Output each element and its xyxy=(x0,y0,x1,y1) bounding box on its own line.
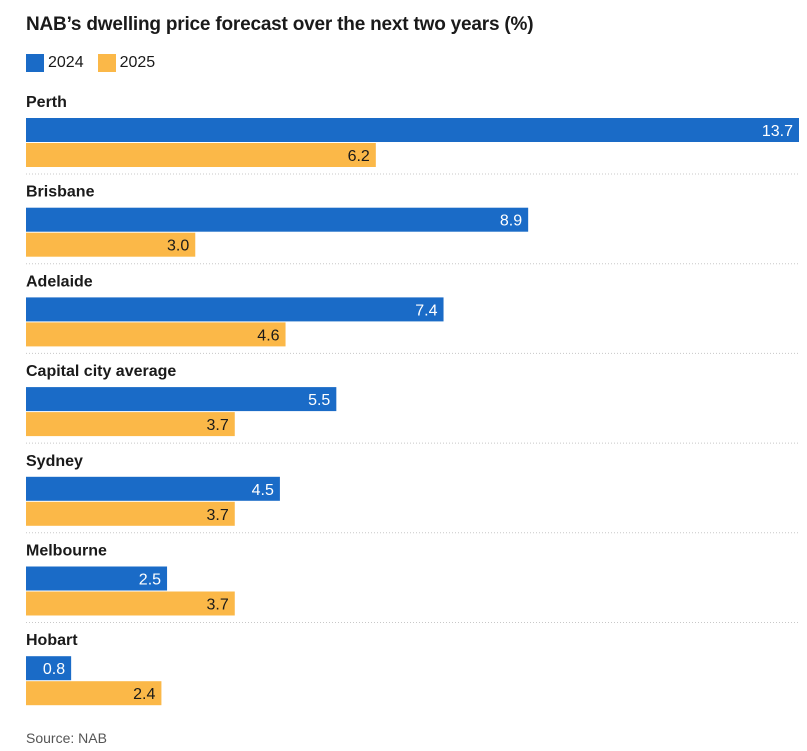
value-label-2024-adelaide: 7.4 xyxy=(415,302,437,319)
bar-2025-capital-city-average xyxy=(26,412,235,437)
bar-2025-melbourne xyxy=(26,591,235,616)
bar-2024-capital-city-average xyxy=(26,387,337,412)
value-label-2025-capital-city-average: 3.7 xyxy=(207,417,229,434)
bar-2025-perth xyxy=(26,143,376,167)
value-label-2025-sydney: 3.7 xyxy=(207,507,229,524)
value-label-2024-brisbane: 8.9 xyxy=(500,213,522,230)
category-label-adelaide: Adelaide xyxy=(26,273,93,290)
category-label-perth: Perth xyxy=(26,94,67,111)
legend-swatch-2025 xyxy=(97,54,116,72)
value-label-2024-hobart: 0.8 xyxy=(43,661,65,678)
chart-title: NAB’s dwelling price forecast over the n… xyxy=(26,14,534,35)
category-label-sydney: Sydney xyxy=(26,453,83,470)
value-label-2025-adelaide: 4.6 xyxy=(257,327,279,344)
value-label-2025-melbourne: 3.7 xyxy=(207,597,229,614)
bar-2025-adelaide xyxy=(26,322,286,347)
legend-swatch-2024 xyxy=(26,54,44,72)
value-label-2024-capital-city-average: 5.5 xyxy=(308,392,330,409)
bar-2024-brisbane xyxy=(26,207,529,232)
legend-item-2025: 2025 xyxy=(97,54,156,72)
value-label-2025-hobart: 2.4 xyxy=(133,686,155,703)
category-label-hobart: Hobart xyxy=(26,632,78,649)
bar-2024-perth xyxy=(26,118,799,142)
legend-label-2024: 2024 xyxy=(48,54,84,71)
bar-2025-brisbane xyxy=(26,232,196,257)
category-label-brisbane: Brisbane xyxy=(26,184,95,201)
bar-2024-adelaide xyxy=(26,297,444,322)
legend-label-2025: 2025 xyxy=(119,54,156,71)
legend-item-2024: 2024 xyxy=(26,54,84,72)
category-label-melbourne: Melbourne xyxy=(26,543,107,560)
bar-2025-hobart xyxy=(26,681,162,706)
value-label-2025-brisbane: 3.0 xyxy=(167,238,189,255)
value-label-2025-perth: 6.2 xyxy=(348,148,370,165)
legend: 2024 2025 xyxy=(26,54,169,72)
value-label-2024-sydney: 4.5 xyxy=(252,482,274,499)
bar-2024-sydney xyxy=(26,476,280,501)
bar-2024-melbourne xyxy=(26,566,168,591)
bar-2024-hobart xyxy=(26,656,72,681)
bar-2025-sydney xyxy=(26,501,235,526)
value-label-2024-perth: 13.7 xyxy=(762,123,793,140)
source-note: Source: NAB xyxy=(26,730,107,746)
value-label-2024-melbourne: 2.5 xyxy=(139,572,161,589)
category-label-capital-city-average: Capital city average xyxy=(26,363,176,380)
